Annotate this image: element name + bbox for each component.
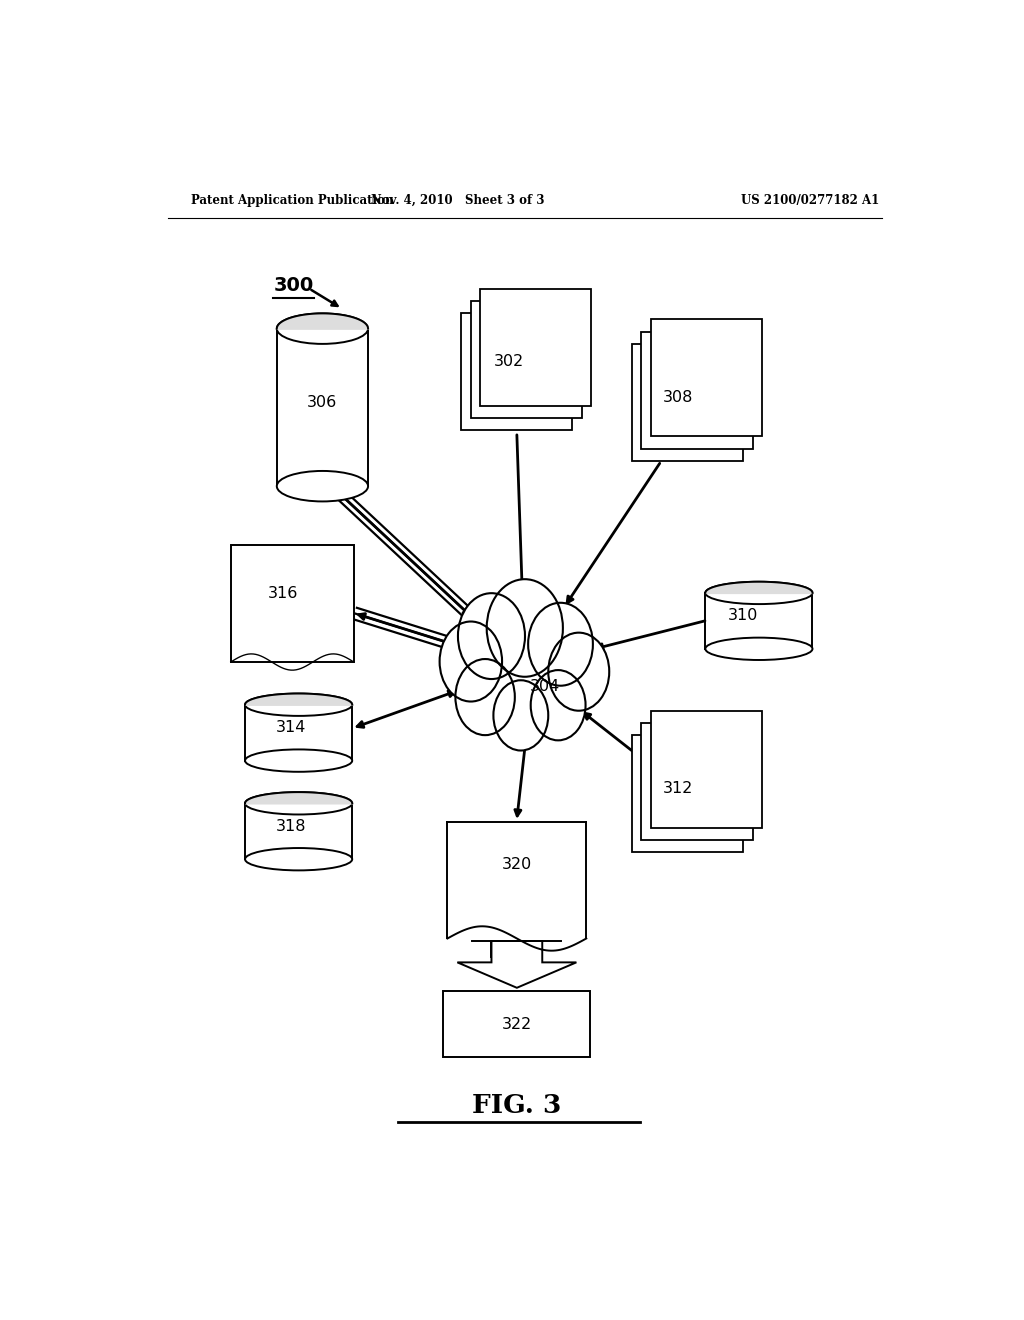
Text: 304: 304	[529, 680, 560, 694]
Circle shape	[486, 579, 563, 677]
Text: 300: 300	[273, 276, 313, 294]
Polygon shape	[706, 593, 812, 649]
Ellipse shape	[706, 638, 812, 660]
Text: 318: 318	[275, 818, 306, 834]
Polygon shape	[461, 313, 572, 430]
Text: 310: 310	[728, 609, 758, 623]
Ellipse shape	[245, 750, 352, 772]
Text: 314: 314	[275, 721, 306, 735]
Polygon shape	[443, 991, 590, 1057]
Ellipse shape	[276, 471, 368, 502]
Text: 308: 308	[663, 389, 693, 405]
Circle shape	[528, 603, 593, 685]
Text: 312: 312	[663, 781, 693, 796]
Text: US 2100/0277182 A1: US 2100/0277182 A1	[741, 194, 880, 206]
Text: Patent Application Publication: Patent Application Publication	[191, 194, 394, 206]
Ellipse shape	[245, 693, 352, 715]
Circle shape	[530, 671, 586, 741]
Polygon shape	[651, 710, 762, 828]
Text: 302: 302	[494, 354, 524, 370]
Ellipse shape	[276, 313, 368, 345]
Polygon shape	[245, 705, 352, 760]
Polygon shape	[230, 545, 353, 663]
Polygon shape	[641, 723, 753, 840]
Polygon shape	[245, 804, 352, 859]
Circle shape	[548, 632, 609, 710]
Polygon shape	[641, 331, 753, 449]
Text: 306: 306	[307, 395, 338, 409]
Text: 316: 316	[267, 586, 298, 601]
Polygon shape	[632, 735, 743, 853]
Polygon shape	[471, 301, 582, 418]
Polygon shape	[458, 941, 577, 987]
Circle shape	[458, 593, 525, 678]
Polygon shape	[480, 289, 592, 405]
Polygon shape	[632, 345, 743, 461]
Ellipse shape	[706, 582, 812, 605]
Circle shape	[439, 622, 502, 701]
Ellipse shape	[245, 792, 352, 814]
Ellipse shape	[245, 847, 352, 870]
Circle shape	[494, 680, 548, 751]
Polygon shape	[651, 319, 762, 437]
Polygon shape	[276, 329, 368, 486]
Text: 320: 320	[502, 857, 532, 873]
Polygon shape	[447, 821, 587, 939]
Text: FIG. 3: FIG. 3	[472, 1093, 561, 1118]
Circle shape	[456, 659, 515, 735]
Text: 322: 322	[502, 1016, 532, 1032]
Text: Nov. 4, 2010   Sheet 3 of 3: Nov. 4, 2010 Sheet 3 of 3	[371, 194, 544, 206]
